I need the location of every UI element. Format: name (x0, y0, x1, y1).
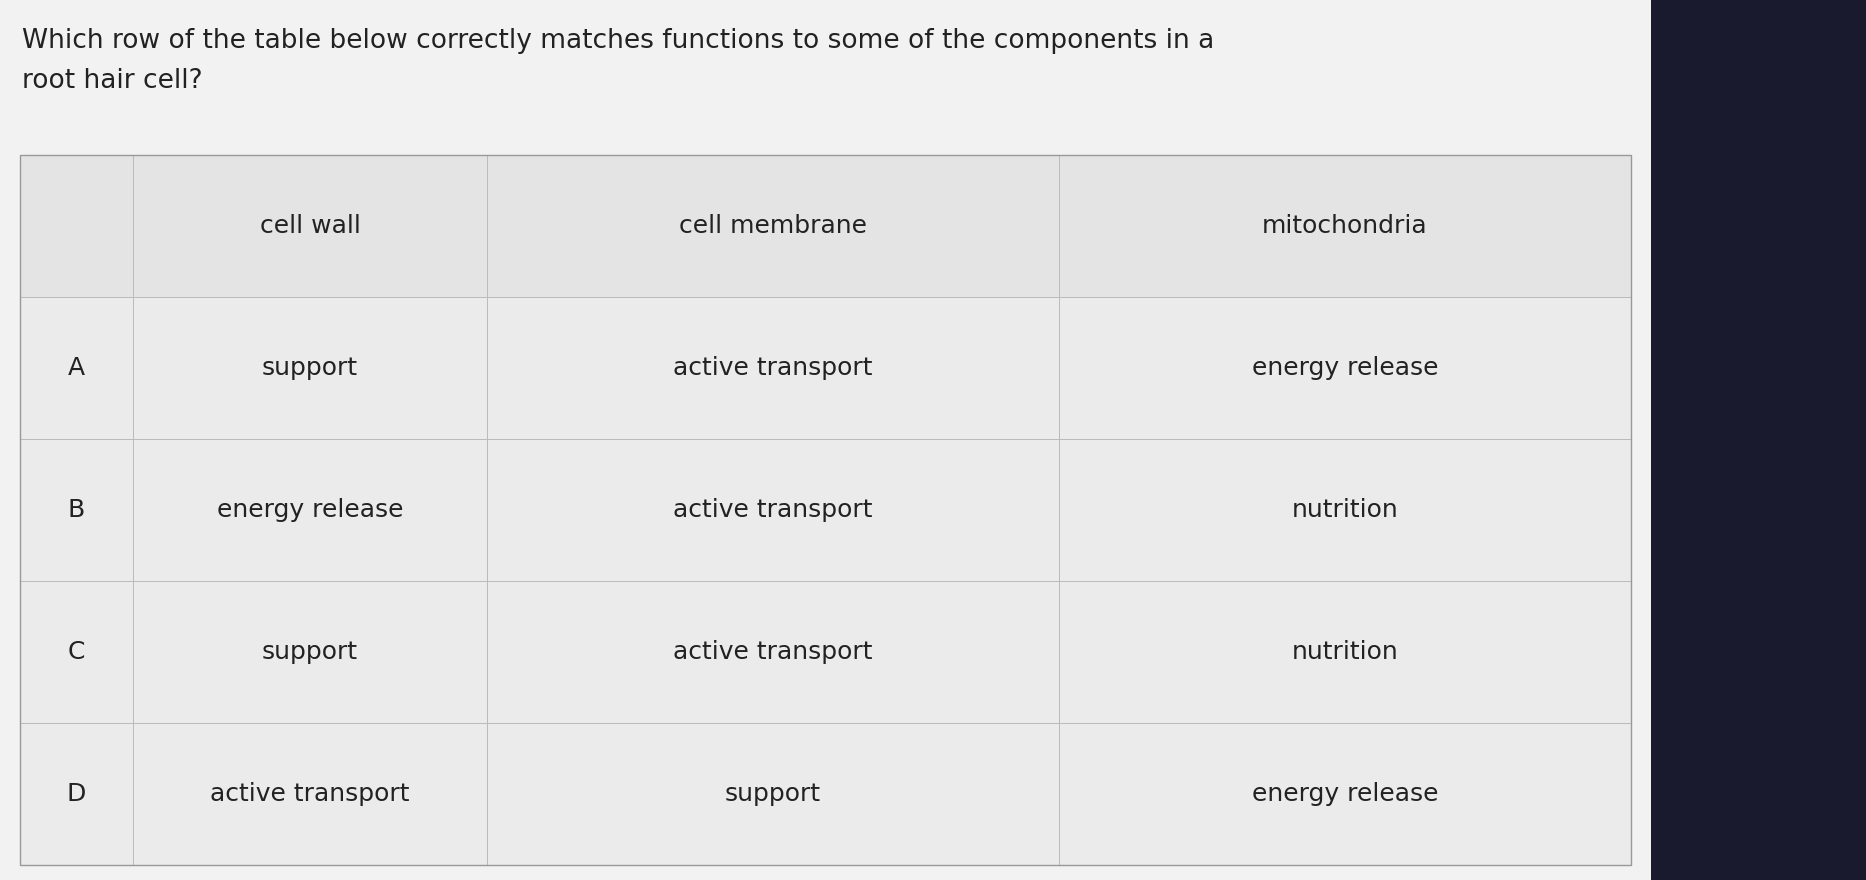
Text: A: A (67, 356, 86, 380)
Text: active transport: active transport (211, 782, 411, 806)
Text: mitochondria: mitochondria (1261, 214, 1427, 238)
Text: support: support (261, 356, 358, 380)
Bar (1060, 581, 1631, 723)
Text: active transport: active transport (674, 640, 873, 664)
Bar (21, 581, 132, 723)
Bar (0, 0, 1651, 880)
Text: nutrition: nutrition (1291, 498, 1398, 522)
Bar (132, 581, 487, 723)
Bar (132, 297, 487, 439)
Bar (1060, 155, 1631, 297)
Bar (1060, 297, 1631, 439)
Bar (1060, 723, 1631, 865)
Bar (132, 723, 487, 865)
Text: support: support (261, 640, 358, 664)
Text: cell wall: cell wall (259, 214, 360, 238)
Bar (1060, 439, 1631, 581)
Bar (487, 155, 1060, 297)
Text: nutrition: nutrition (1291, 640, 1398, 664)
Bar (21, 297, 132, 439)
Text: cell membrane: cell membrane (679, 214, 868, 238)
Text: active transport: active transport (674, 498, 873, 522)
Bar (487, 297, 1060, 439)
Bar (487, 439, 1060, 581)
Text: active transport: active transport (674, 356, 873, 380)
Text: energy release: energy release (1252, 782, 1439, 806)
Text: root hair cell?: root hair cell? (22, 68, 203, 94)
Bar (487, 723, 1060, 865)
Bar (21, 723, 132, 865)
Bar (21, 155, 1631, 865)
Bar (487, 581, 1060, 723)
Text: support: support (726, 782, 821, 806)
Bar (21, 155, 132, 297)
Text: B: B (67, 498, 86, 522)
Text: C: C (67, 640, 86, 664)
Text: D: D (67, 782, 86, 806)
Bar (132, 155, 487, 297)
Bar (21, 439, 132, 581)
Text: Which row of the table below correctly matches functions to some of the componen: Which row of the table below correctly m… (22, 28, 1215, 54)
Text: energy release: energy release (216, 498, 403, 522)
Text: energy release: energy release (1252, 356, 1439, 380)
Bar (132, 439, 487, 581)
